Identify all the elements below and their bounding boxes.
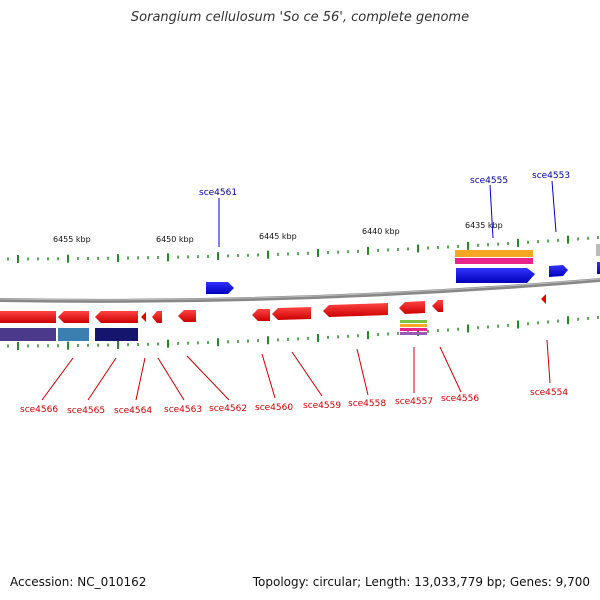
genome-title: Sorangium cellulosum 'So ce 56', complet… <box>130 10 470 25</box>
scale-label: 6445 kbp <box>259 232 297 241</box>
top-scale-ticks <box>7 235 599 263</box>
genome-backbone <box>0 278 600 303</box>
gene-label-sce4565[interactable]: sce4565 <box>67 406 105 416</box>
gene-label-sce4557[interactable]: sce4557 <box>395 397 433 407</box>
genome-summary-text: Topology: circular; Length: 13,033,779 b… <box>252 575 590 589</box>
gene-arrow-sce4564[interactable] <box>95 311 138 323</box>
gene-label-sce4553[interactable]: sce4553 <box>532 171 570 181</box>
gene-arrow-sce4556[interactable] <box>432 300 443 312</box>
gene-label-sce4559[interactable]: sce4559 <box>303 401 341 411</box>
gene-arrow-sce4562[interactable] <box>178 310 196 322</box>
gene-arrow-sce4566[interactable] <box>0 311 56 323</box>
gene-label-sce4560[interactable]: sce4560 <box>255 403 293 413</box>
gene-label-sce4563[interactable]: sce4563 <box>164 405 202 415</box>
gene-label-sce4556[interactable]: sce4556 <box>441 394 479 404</box>
bottom-gene-labels: sce4566 sce4565 sce4564 sce4563 sce4562 … <box>20 339 568 416</box>
feature-bar-green[interactable] <box>400 320 427 323</box>
gene-arrow-sce4561[interactable] <box>206 282 234 294</box>
forward-strand-genes <box>206 244 600 294</box>
scale-label: 6455 kbp <box>53 235 91 244</box>
feature-bar-grey-edge <box>596 244 600 256</box>
gene-arrow-sce4559[interactable] <box>272 307 311 320</box>
gene-arrow-sce4557[interactable] <box>399 301 425 314</box>
gene-arrow-sce4555[interactable] <box>456 268 535 283</box>
gene-arrow-sce4558[interactable] <box>323 303 388 317</box>
gene-label-sce4561[interactable]: sce4561 <box>199 188 237 198</box>
feature-bar-purple[interactable] <box>0 328 56 341</box>
gene-label-sce4564[interactable]: sce4564 <box>114 406 152 416</box>
scale-label: 6440 kbp <box>362 227 400 236</box>
gene-arrow-sce4553[interactable] <box>549 265 568 277</box>
feature-bar-navy[interactable] <box>95 328 138 341</box>
gene-label-sce4566[interactable]: sce4566 <box>20 405 58 415</box>
gene-label-sce4555[interactable]: sce4555 <box>470 176 508 186</box>
top-gene-labels: sce4561 sce4555 sce4553 <box>199 171 570 247</box>
feature-bar-steelblue[interactable] <box>58 328 89 341</box>
gene-label-sce4558[interactable]: sce4558 <box>348 399 386 409</box>
gene-arrow-sce4554[interactable] <box>541 294 546 304</box>
gene-arrow-sce4560[interactable] <box>252 309 270 321</box>
gene-label-sce4562[interactable]: sce4562 <box>209 404 247 414</box>
feature-bar-violet[interactable] <box>400 332 427 335</box>
gene-arrow-sce4565[interactable] <box>58 311 89 323</box>
feature-bar-orange-b[interactable] <box>400 324 427 327</box>
feature-bar-magenta[interactable] <box>455 258 533 264</box>
scale-label: 6435 kbp <box>465 221 503 230</box>
accession-text: Accession: NC_010162 <box>10 575 147 589</box>
feature-bar-magenta-b[interactable] <box>400 328 427 331</box>
feature-bar-orange[interactable] <box>455 250 533 257</box>
reverse-strand-genes <box>0 294 546 341</box>
gene-label-sce4554[interactable]: sce4554 <box>530 388 568 398</box>
gene-arrow-small-a[interactable] <box>141 312 146 322</box>
scale-label: 6450 kbp <box>156 235 194 244</box>
genome-backbone-highlight <box>0 278 600 301</box>
gene-arrow-edge[interactable] <box>597 262 600 274</box>
gene-arrow-sce4563[interactable] <box>152 311 162 323</box>
